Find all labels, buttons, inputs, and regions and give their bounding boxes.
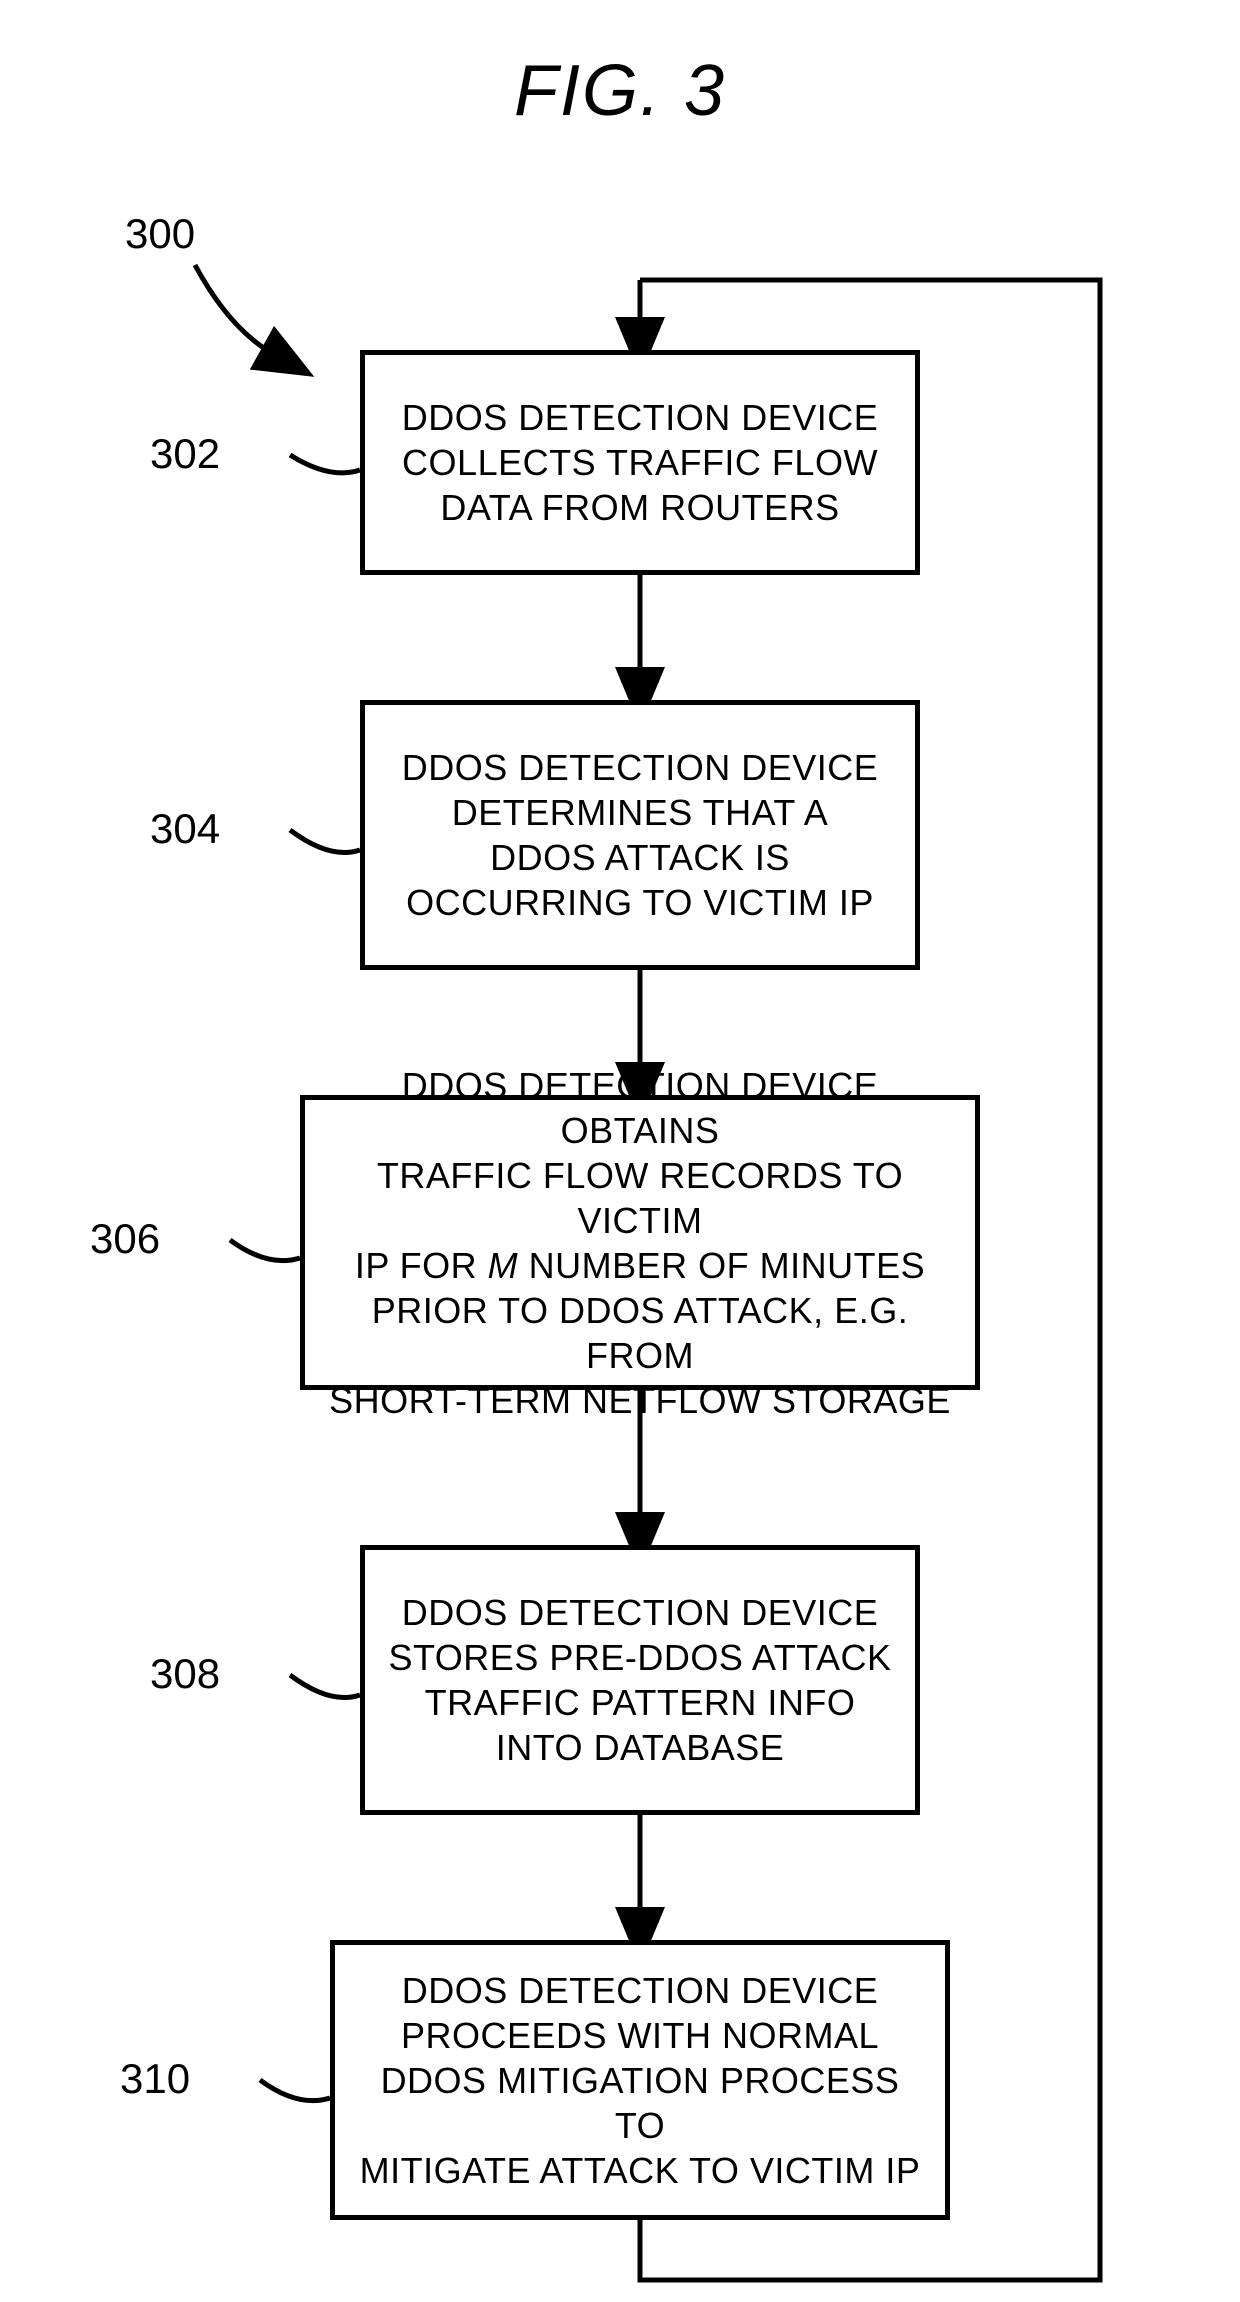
flow-step-308: DDOS DETECTION DEVICE STORES PRE-DDOS AT… [360,1545,920,1815]
flow-step-text: DDOS DETECTION DEVICE PROCEEDS WITH NORM… [353,1968,927,2193]
flow-step-304: DDOS DETECTION DEVICE DETERMINES THAT A … [360,700,920,970]
step-ref-310: 310 [120,2055,190,2103]
flow-step-text: DDOS DETECTION DEVICE STORES PRE-DDOS AT… [388,1590,891,1770]
step-ref-308: 308 [150,1650,220,1698]
flowchart-canvas: FIG. 3 300 DDOS DETECTION DEVICE COLLECT… [0,0,1240,2302]
step-ref-306: 306 [90,1215,160,1263]
step-ref-302: 302 [150,430,220,478]
figure-title: FIG. 3 [0,50,1240,132]
flow-step-text: DDOS DETECTION DEVICE DETERMINES THAT A … [402,745,879,925]
flow-step-306: DDOS DETECTION DEVICE OBTAINSTRAFFIC FLO… [300,1095,980,1390]
flow-step-310: DDOS DETECTION DEVICE PROCEEDS WITH NORM… [330,1940,950,2220]
flow-step-text: DDOS DETECTION DEVICE COLLECTS TRAFFIC F… [402,395,879,530]
step-ref-304: 304 [150,805,220,853]
flow-step-302: DDOS DETECTION DEVICE COLLECTS TRAFFIC F… [360,350,920,575]
flow-reference-number: 300 [125,210,195,258]
flow-step-text: DDOS DETECTION DEVICE OBTAINSTRAFFIC FLO… [323,1063,957,1423]
